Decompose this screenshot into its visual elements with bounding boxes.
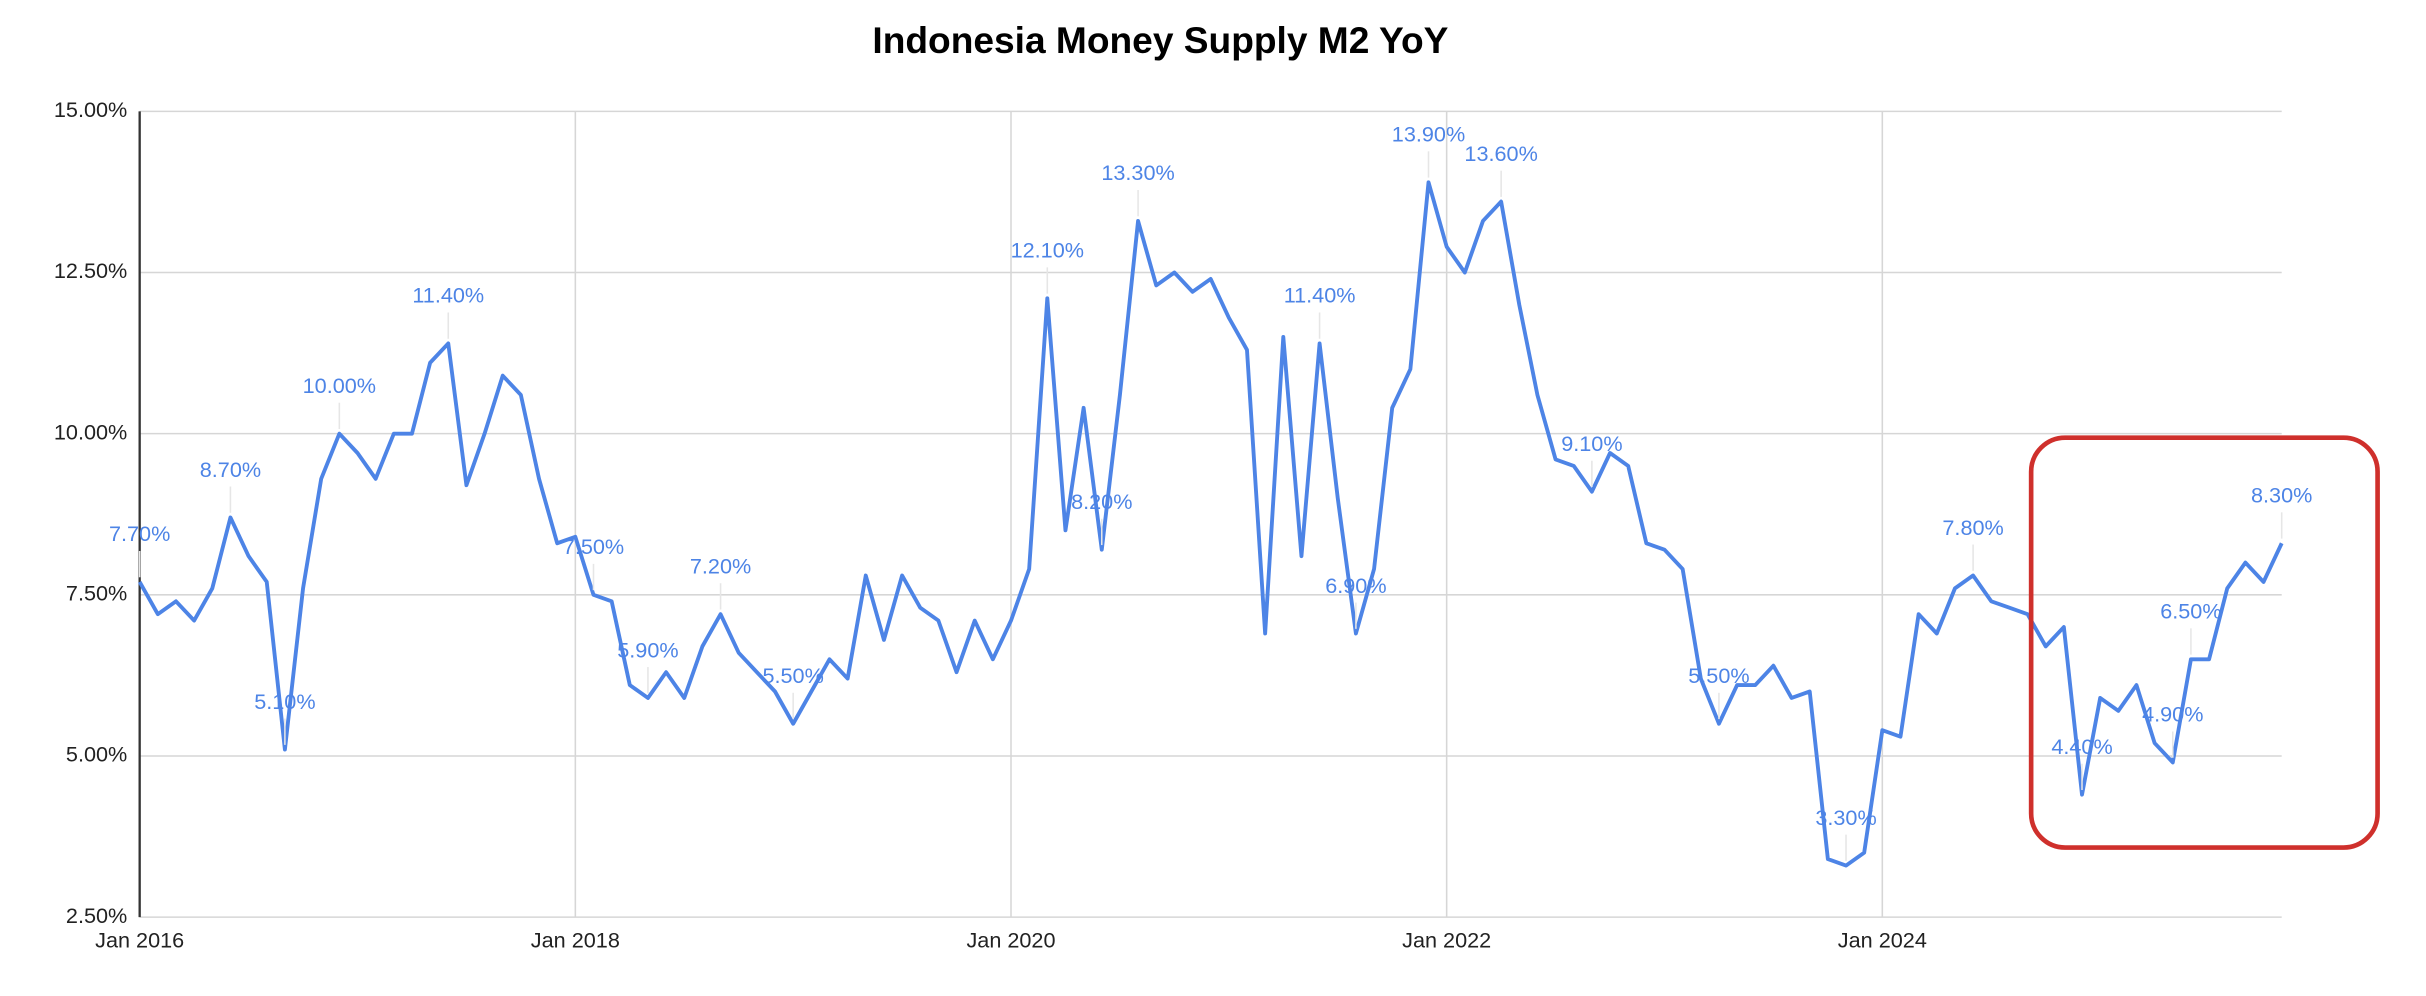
data-label: 12.10% (1011, 238, 1084, 263)
data-label: 3.30% (1815, 805, 1876, 830)
y-tick-label: 12.50% (54, 258, 127, 283)
data-label: 8.20% (1071, 489, 1132, 514)
data-label: 4.90% (2142, 702, 2203, 727)
x-tick-label: Jan 2020 (966, 928, 1055, 953)
data-label: 13.30% (1101, 160, 1174, 185)
data-label: 7.70% (109, 521, 170, 546)
y-tick-label: 10.00% (54, 419, 127, 444)
x-tick-label: Jan 2016 (95, 928, 184, 953)
data-label: 11.40% (1284, 283, 1356, 308)
data-label: 13.90% (1392, 122, 1465, 147)
data-label: 7.50% (563, 534, 624, 559)
data-label: 6.50% (2160, 599, 2221, 624)
data-label: 8.30% (2251, 483, 2312, 508)
data-label: 6.90% (1325, 573, 1386, 598)
chart-title: Indonesia Money Supply M2 YoY (872, 19, 1448, 61)
x-tick-label: Jan 2018 (531, 928, 620, 953)
data-label: 4.40% (2051, 734, 2112, 759)
data-label: 9.10% (1561, 431, 1622, 456)
data-label: 5.90% (617, 637, 678, 662)
highlight-box (2028, 435, 2380, 850)
data-label: 10.00% (303, 373, 376, 398)
data-line (137, 180, 2284, 868)
data-label: 7.80% (1942, 515, 2003, 540)
data-label: 5.50% (762, 663, 823, 688)
y-tick-label: 2.50% (66, 903, 127, 928)
y-tick-label: 5.00% (66, 742, 127, 767)
data-label: 11.40% (412, 283, 484, 308)
data-label: 7.20% (690, 553, 751, 578)
y-tick-label: 7.50% (66, 581, 127, 606)
x-tick-label: Jan 2024 (1838, 928, 1927, 953)
data-label: 5.10% (254, 689, 315, 714)
y-tick-label: 15.00% (54, 97, 127, 122)
data-label: 5.50% (1688, 663, 1749, 688)
data-label: 8.70% (200, 457, 261, 482)
data-label: 13.60% (1464, 141, 1537, 166)
x-tick-label: Jan 2022 (1402, 928, 1491, 953)
